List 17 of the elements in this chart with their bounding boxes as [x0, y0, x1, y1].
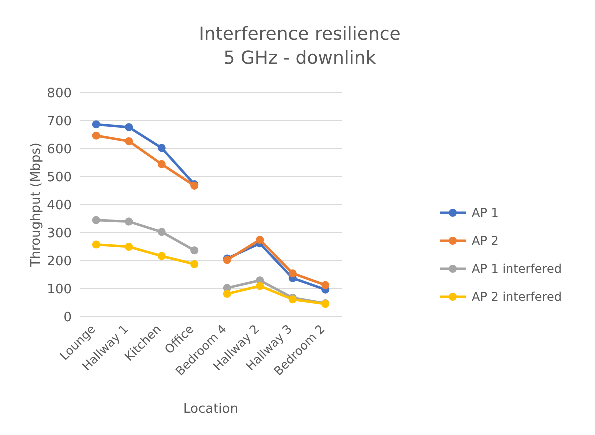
- legend-label: AP 2 interfered: [472, 290, 562, 304]
- y-axis-title: Throughput (Mbps): [29, 142, 44, 268]
- y-tick-label: 800: [47, 86, 72, 102]
- y-tick-label: 0: [64, 310, 72, 326]
- legend-label: AP 1 interfered: [472, 262, 562, 276]
- y-tick-label: 500: [47, 170, 72, 186]
- legend-label: AP 2: [472, 234, 499, 248]
- y-tick-label: 400: [47, 198, 72, 214]
- y-tick-label: 700: [47, 114, 72, 130]
- y-tick-label: 100: [47, 282, 72, 298]
- y-tick-label: 300: [47, 226, 72, 242]
- chart-subtitle: 5 GHz - downlink: [224, 48, 377, 69]
- y-tick-label: 200: [47, 254, 72, 270]
- chart-title: Interference resilience: [199, 24, 401, 45]
- x-axis-title: Location: [184, 402, 238, 417]
- legend-label: AP 1: [472, 206, 499, 220]
- y-tick-label: 600: [47, 142, 72, 158]
